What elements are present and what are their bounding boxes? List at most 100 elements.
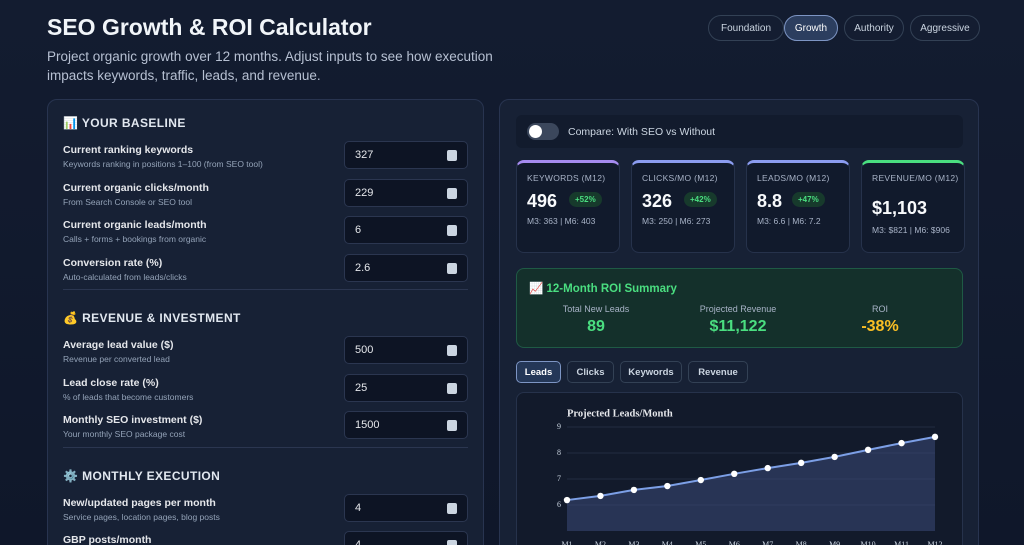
- number-input[interactable]: 4: [344, 531, 468, 545]
- input-value: 4: [355, 501, 362, 514]
- point: [697, 476, 705, 484]
- spinner[interactable]: [447, 262, 457, 274]
- roi-label: ROI: [871, 304, 888, 314]
- kpi-card: LEADS/MO (M12) 8.8 +47% M3: 6.6 | M6: 7.2: [746, 160, 850, 253]
- preset-button[interactable]: Aggressive: [910, 15, 980, 41]
- section-title: 💰 REVENUE & INVESTMENT: [63, 311, 241, 325]
- field-hint: From Search Console or SEO tool: [63, 196, 192, 207]
- preset-button[interactable]: Growth: [784, 15, 838, 41]
- input-value: 1500: [355, 419, 380, 431]
- number-input[interactable]: 4: [344, 493, 468, 522]
- line-area: [567, 436, 935, 531]
- x-tick-label: M2: [595, 540, 606, 545]
- input-value: 25: [355, 381, 368, 394]
- field-hint: Service pages, location pages, blog post…: [63, 511, 220, 522]
- roi-value: 89: [587, 318, 605, 335]
- inputs-panel: [47, 99, 484, 545]
- divider: [63, 446, 468, 448]
- preset-button[interactable]: Foundation: [708, 15, 784, 41]
- spinner[interactable]: [447, 540, 457, 545]
- preset-button[interactable]: Authority: [844, 15, 904, 41]
- point: [664, 482, 671, 490]
- spinner[interactable]: [447, 225, 457, 236]
- line: [566, 435, 936, 502]
- kpi-label: LEADS/MO (M12): [757, 173, 830, 183]
- kpi-badge: +47%: [792, 192, 825, 207]
- roi-label: Projected Revenue: [699, 304, 777, 314]
- kpi-label: CLICKS/MO (M12): [642, 173, 718, 183]
- kpi-card: KEYWORDS (M12) 496 +52% M3: 363 | M6: 403: [516, 160, 620, 253]
- input-value: 327: [355, 149, 374, 161]
- point: [931, 433, 939, 441]
- roi-summary: [516, 268, 963, 348]
- kpi-value: 496: [527, 191, 558, 211]
- field-label: Conversion rate (%): [63, 256, 163, 269]
- field-hint: Keywords ranking in positions 1–100 (fro…: [63, 159, 263, 169]
- kpi-sub: M3: 250 | M6: 273: [642, 216, 711, 226]
- x-tick-label: M12: [927, 540, 942, 545]
- kpi-card: REVENUE/MO (M12) $1,103 M3: $821 | M6: $90…: [861, 160, 965, 253]
- field-label: Lead close rate (%): [63, 376, 159, 389]
- point: [797, 459, 805, 467]
- field-hint: % of leads that become customers: [63, 391, 194, 402]
- input-value: 2.6: [355, 261, 371, 274]
- input-value: 229: [355, 186, 374, 199]
- number-input[interactable]: 2.6: [344, 253, 468, 282]
- input-value: 500: [355, 344, 374, 356]
- number-input[interactable]: 229: [344, 178, 468, 207]
- chart-tab[interactable]: Leads: [516, 361, 561, 383]
- field-label: Current ranking keywords: [63, 144, 194, 156]
- compare-toggle[interactable]: [527, 123, 559, 140]
- spinner[interactable]: [447, 502, 457, 514]
- point: [864, 446, 872, 454]
- field-label: Current organic clicks/month: [63, 181, 209, 194]
- chart-tab[interactable]: Clicks: [567, 361, 614, 383]
- number-input[interactable]: 6: [344, 216, 468, 244]
- spinner[interactable]: [447, 382, 457, 394]
- x-tick-label: M7: [762, 540, 773, 545]
- number-input[interactable]: 25: [344, 373, 468, 402]
- chart-title: Projected Leads/Month: [567, 408, 673, 419]
- x-tick-label: M9: [829, 540, 840, 545]
- kpi-sub: M3: 363 | M6: 403: [527, 216, 596, 226]
- number-input[interactable]: 327: [344, 141, 468, 169]
- x-tick-label: M6: [729, 540, 740, 545]
- kpi-sub: M3: $821 | M6: $906: [872, 225, 950, 235]
- roi-value: -38%: [861, 318, 899, 335]
- y-tick-label: 7: [557, 474, 561, 483]
- point: [831, 453, 838, 461]
- point: [630, 486, 638, 494]
- kpi-value: 326: [642, 191, 673, 211]
- roi-value: $11,122: [709, 318, 767, 335]
- chart-tab[interactable]: Revenue: [688, 361, 748, 383]
- point: [731, 470, 738, 477]
- toggle-knob: [529, 125, 542, 138]
- kpi-badge: +42%: [684, 192, 717, 207]
- kpi-value: 8.8: [757, 191, 783, 211]
- field-hint: Auto-calculated from leads/clicks: [63, 271, 187, 282]
- y-tick-label: 8: [557, 448, 561, 457]
- field-label: GBP posts/month: [63, 534, 152, 545]
- field-hint: Revenue per converted lead: [63, 354, 170, 364]
- x-tick-label: M3: [628, 540, 639, 545]
- spinner[interactable]: [447, 420, 457, 431]
- number-input[interactable]: 1500: [344, 411, 468, 439]
- section-title: 📊 YOUR BASELINE: [63, 116, 186, 130]
- field-label: Average lead value ($): [63, 339, 174, 351]
- kpi-label: REVENUE/MO (M12): [872, 173, 959, 183]
- spinner[interactable]: [447, 345, 457, 356]
- spinner[interactable]: [447, 150, 457, 161]
- spinner[interactable]: [447, 187, 457, 199]
- x-tick-label: M5: [695, 540, 706, 545]
- chart-tab[interactable]: Keywords: [620, 361, 682, 383]
- number-input[interactable]: 500: [344, 336, 468, 364]
- section-title: ⚙️ MONTHLY EXECUTION: [63, 468, 221, 483]
- input-value: 6: [355, 224, 362, 236]
- compare-bar: [516, 115, 963, 148]
- kpi-value: $1,103: [872, 198, 928, 218]
- y-tick-label: 9: [557, 422, 561, 431]
- point: [597, 492, 604, 500]
- input-value: 4: [355, 539, 362, 545]
